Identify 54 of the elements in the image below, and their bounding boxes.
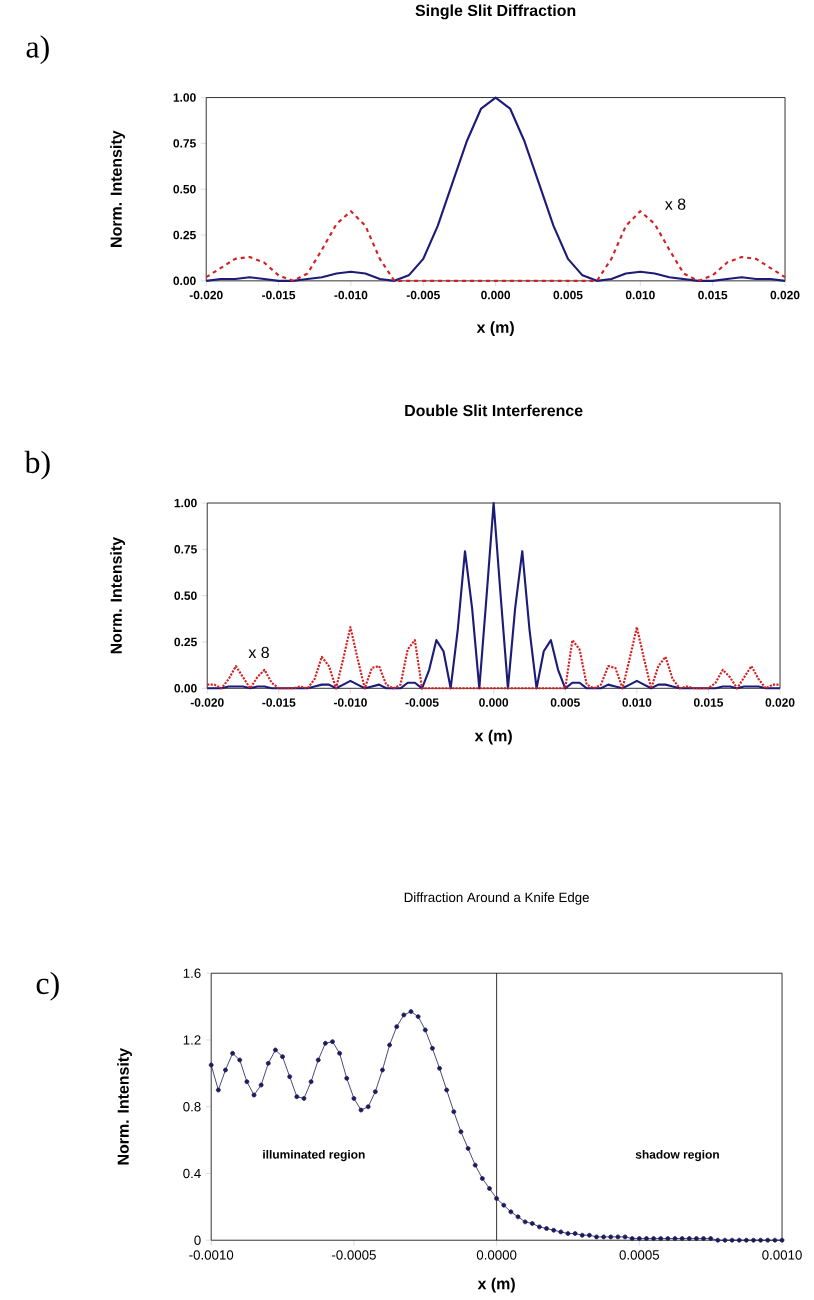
x-tick-label: 0.015 (698, 290, 728, 300)
y-tick-label: 0 (194, 1235, 201, 1245)
y-tick-label: 0.4 (183, 1168, 201, 1179)
x-tick-label: 0.0000 (476, 1250, 517, 1260)
x-tick-label: 0.010 (625, 290, 655, 300)
y-tick-label: 1.2 (183, 1035, 201, 1045)
y-tick-label: 1.00 (174, 498, 197, 508)
y-tick-label: 0.50 (174, 591, 197, 600)
x-tick-label: 0.0010 (762, 1250, 802, 1260)
y-tick-label: 0.25 (174, 637, 197, 647)
x-axis-title: x (m) (474, 729, 512, 745)
x-axis-title: x (m) (476, 321, 514, 337)
x-tick-label: -0.010 (334, 290, 368, 300)
x-tick-label: 0.000 (479, 698, 509, 707)
y-tick-label: 0.75 (174, 545, 197, 554)
y-tick-label: 0.00 (174, 684, 197, 693)
text: b) (24, 450, 50, 480)
x-tick-label: 0.020 (765, 698, 795, 707)
x-tick-label: 0.020 (770, 290, 800, 300)
y-tick-label: 1.00 (173, 93, 196, 102)
y-tick-label: 0.00 (173, 276, 196, 286)
y-tick-label: 1.6 (183, 968, 201, 978)
y-tick-label: 0.50 (173, 184, 196, 194)
x-tick-label: -0.0010 (189, 1250, 234, 1260)
x-tick-label: -0.015 (262, 290, 296, 300)
chart-title: Double Slit Interference (405, 404, 583, 417)
annotation: illuminated region (263, 1149, 365, 1162)
x-tick-label: 0.0005 (619, 1250, 660, 1260)
y-tick-label: 0.25 (173, 230, 196, 240)
x-tick-label: -0.005 (405, 698, 439, 707)
y-axis-title: Norm. Intensity (110, 537, 126, 654)
y-axis-title: Norm. Intensity (117, 1048, 133, 1165)
text: c) (36, 971, 59, 1001)
x-tick-label: -0.015 (262, 698, 296, 707)
x-tick-label: 0.005 (550, 698, 580, 707)
x-tick-label: -0.020 (189, 290, 223, 300)
x-tick-label: 0.010 (622, 698, 652, 707)
annotation: shadow region (635, 1149, 719, 1162)
chart-title: Single Slit Diffraction (415, 4, 576, 20)
text: a) (26, 35, 49, 65)
y-axis-title: Norm. Intensity (110, 130, 126, 247)
x-axis-title: x (m) (477, 1277, 515, 1293)
x-tick-label: 0.015 (694, 698, 724, 707)
x-tick-label: -0.0005 (332, 1250, 376, 1260)
annotation: x 8 (665, 198, 686, 210)
y-tick-label: 0.75 (173, 139, 196, 148)
chart-title: Diffraction Around a Knife Edge (404, 892, 589, 905)
x-tick-label: 0.000 (481, 290, 511, 300)
x-tick-label: -0.010 (333, 698, 367, 707)
x-tick-label: -0.005 (406, 290, 440, 300)
x-tick-label: 0.005 (553, 290, 583, 300)
y-tick-label: 0.8 (183, 1102, 201, 1112)
annotation: x 8 (248, 646, 269, 659)
x-tick-label: -0.020 (190, 698, 224, 707)
